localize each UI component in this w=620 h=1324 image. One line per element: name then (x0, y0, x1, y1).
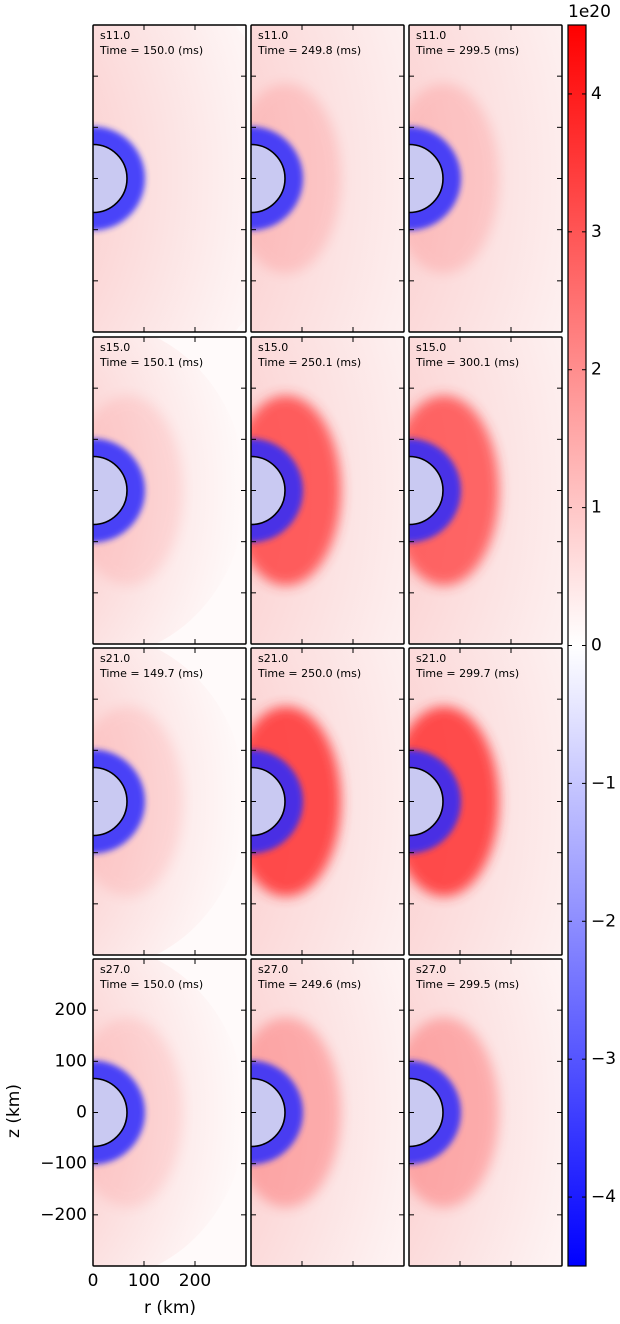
x-axis-label: r (km) (144, 1298, 196, 1318)
colorbar-tick-label: 0 (591, 636, 602, 656)
shock-radius (93, 455, 128, 526)
shock-radius (93, 143, 128, 214)
panel-subtitle: Time = 150.1 (ms) (99, 356, 203, 369)
shock-radius (251, 766, 286, 837)
shock-radius (93, 766, 128, 837)
colorbar-tick-label: −4 (591, 1187, 616, 1207)
colorbar-tick-label: 1 (591, 498, 602, 518)
field-core (251, 456, 285, 525)
panel-subtitle: Time = 299.5 (ms) (415, 44, 519, 57)
panel-title: s15.0 (258, 341, 288, 354)
y-tick-label: 200 (55, 1000, 87, 1020)
shock-radius (251, 1077, 286, 1148)
x-tick-label: 100 (128, 1271, 160, 1291)
field-core (409, 456, 443, 525)
panel-title: s21.0 (258, 652, 288, 665)
shock-radius (93, 1077, 128, 1148)
panel-title: s11.0 (258, 29, 288, 42)
field-core (251, 767, 285, 836)
panel-subtitle: Time = 250.1 (ms) (257, 356, 361, 369)
panel (251, 959, 404, 1266)
panel (409, 337, 562, 644)
panel-subtitle: Time = 300.1 (ms) (415, 356, 519, 369)
panel (251, 25, 404, 332)
panel-title: s11.0 (100, 29, 130, 42)
field-core (409, 767, 443, 836)
panel (251, 337, 404, 644)
field-core (93, 1078, 127, 1147)
field-core (93, 456, 127, 525)
panel (251, 648, 404, 955)
colorbar-offset: 1e20 (568, 2, 611, 22)
panel-subtitle: Time = 299.7 (ms) (415, 667, 519, 680)
panel-title: s27.0 (416, 963, 446, 976)
panel-subtitle: Time = 150.0 (ms) (99, 44, 203, 57)
colorbar-tick-label: 4 (591, 84, 602, 104)
panel-title: s21.0 (416, 652, 446, 665)
y-tick-label: 0 (76, 1103, 87, 1123)
panel (409, 959, 562, 1266)
panel-subtitle: Time = 150.0 (ms) (99, 978, 203, 991)
colorbar-tick-label: −1 (591, 773, 616, 793)
panel-title: s11.0 (416, 29, 446, 42)
panel-subtitle: Time = 149.7 (ms) (99, 667, 203, 680)
panel (409, 25, 562, 332)
y-tick-label: −100 (40, 1154, 87, 1174)
field-core (409, 144, 443, 213)
colorbar-tick-label: −2 (591, 911, 616, 931)
panel (93, 959, 246, 1266)
field-core (251, 1078, 285, 1147)
shock-radius (409, 766, 444, 837)
field-core (93, 767, 127, 836)
panel-title: s15.0 (416, 341, 446, 354)
panel-subtitle: Time = 249.6 (ms) (257, 978, 361, 991)
shock-radius (251, 455, 286, 526)
x-tick-label: 200 (179, 1271, 211, 1291)
x-tick-label: 0 (88, 1271, 99, 1291)
panel (93, 337, 246, 644)
colorbar-tick-label: −3 (591, 1049, 616, 1069)
panel-title: s15.0 (100, 341, 130, 354)
field-core (409, 1078, 443, 1147)
panel-title: s27.0 (258, 963, 288, 976)
y-tick-label: −200 (40, 1205, 87, 1225)
field-halo (93, 25, 246, 332)
shock-radius (251, 143, 286, 214)
panel-subtitle: Time = 249.8 (ms) (257, 44, 361, 57)
shock-radius (409, 1077, 444, 1148)
panel (93, 648, 246, 955)
y-axis-label: z (km) (4, 1084, 24, 1138)
panel-title: s27.0 (100, 963, 130, 976)
panel-subtitle: Time = 299.5 (ms) (415, 978, 519, 991)
colorbar-tick-label: 3 (591, 222, 602, 242)
y-tick-label: 100 (55, 1051, 87, 1071)
panel (409, 648, 562, 955)
shock-radius (409, 143, 444, 214)
panel (93, 25, 246, 332)
panel-subtitle: Time = 250.0 (ms) (257, 667, 361, 680)
colorbar-tick-label: 2 (591, 360, 602, 380)
field-core (251, 144, 285, 213)
shock-radius (409, 455, 444, 526)
field-core (93, 144, 127, 213)
panel-title: s21.0 (100, 652, 130, 665)
